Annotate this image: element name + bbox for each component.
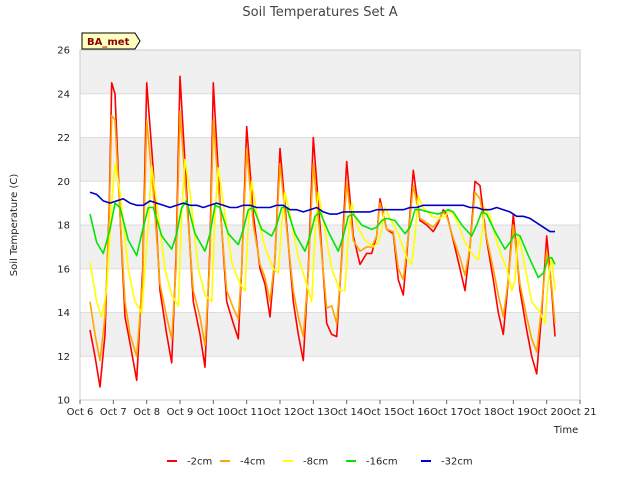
background-band: [80, 93, 580, 138]
x-tick-label: Oct 11: [230, 407, 263, 418]
x-tick-label: Oct 14: [330, 407, 363, 418]
background-band: [80, 181, 580, 225]
y-tick-label: 26: [57, 46, 70, 57]
plot-background-bands: [80, 50, 580, 400]
station-tag-box: [81, 32, 141, 50]
y-axis-label: Soil Temperature (C): [9, 174, 20, 277]
x-tick-label: Oct 21: [563, 407, 596, 418]
station-tag-label: BA_met: [87, 37, 130, 48]
background-band: [80, 50, 580, 94]
station-tag: BA_met: [81, 32, 141, 50]
x-tick-label: Oct 8: [133, 407, 160, 418]
x-tick-label: Oct 13: [297, 407, 330, 418]
legend-item: -8cm: [283, 457, 328, 468]
x-tick-label: Oct 7: [100, 407, 127, 418]
x-axis-label: Time: [553, 425, 578, 436]
background-band: [80, 356, 580, 400]
x-tick-label: Oct 20: [530, 407, 563, 418]
y-axis-ticks: 10 12 14 16 18 20 22 24 26: [57, 46, 70, 407]
x-tick-label: Oct 10: [197, 407, 230, 418]
x-tick-label: Oct 16: [397, 407, 430, 418]
legend-label: -16cm: [366, 457, 398, 468]
legend-label: -8cm: [303, 457, 328, 468]
y-tick-label: 12: [57, 352, 70, 363]
x-tick-label: Oct 15: [363, 407, 396, 418]
series-line-minus-32cm: [89, 191, 555, 233]
legend-item: -4cm: [220, 457, 265, 468]
chart-title: Soil Temperatures Set A: [242, 5, 397, 20]
legend-item: -2cm: [167, 457, 212, 468]
legend-label: -32cm: [441, 457, 473, 468]
plot-frame: [79, 49, 581, 401]
background-band: [80, 312, 580, 357]
x-tick-label: Oct 17: [430, 407, 463, 418]
y-tick-label: 18: [57, 221, 70, 232]
series-line-minus-4cm: [89, 110, 556, 362]
series-lines: [89, 75, 556, 388]
x-axis-ticks: Oct 6 Oct 7 Oct 8 Oct 9 Oct 10 Oct 11 Oct 12 Oc…: [67, 400, 597, 418]
x-tick-label: Oct 6: [67, 407, 94, 418]
y-tick-label: 16: [57, 264, 70, 275]
legend: -2cm -4cm -8cm -16cm -32cm: [167, 457, 473, 468]
legend-item: -32cm: [421, 457, 473, 468]
series-line-minus-2cm: [89, 75, 556, 388]
x-tick-label: Oct 18: [463, 407, 496, 418]
x-tick-label: Oct 12: [263, 407, 296, 418]
legend-item: -16cm: [346, 457, 398, 468]
y-tick-label: 10: [57, 396, 70, 407]
y-tick-label: 14: [57, 308, 70, 319]
y-tick-label: 22: [57, 133, 70, 144]
legend-label: -2cm: [187, 457, 212, 468]
y-tick-label: 20: [57, 177, 70, 188]
legend-label: -4cm: [240, 457, 265, 468]
background-band: [80, 137, 580, 182]
x-tick-label: Oct 9: [167, 407, 194, 418]
y-tick-label: 24: [57, 89, 70, 100]
series-line-minus-16cm: [89, 200, 556, 279]
x-tick-label: Oct 19: [497, 407, 530, 418]
